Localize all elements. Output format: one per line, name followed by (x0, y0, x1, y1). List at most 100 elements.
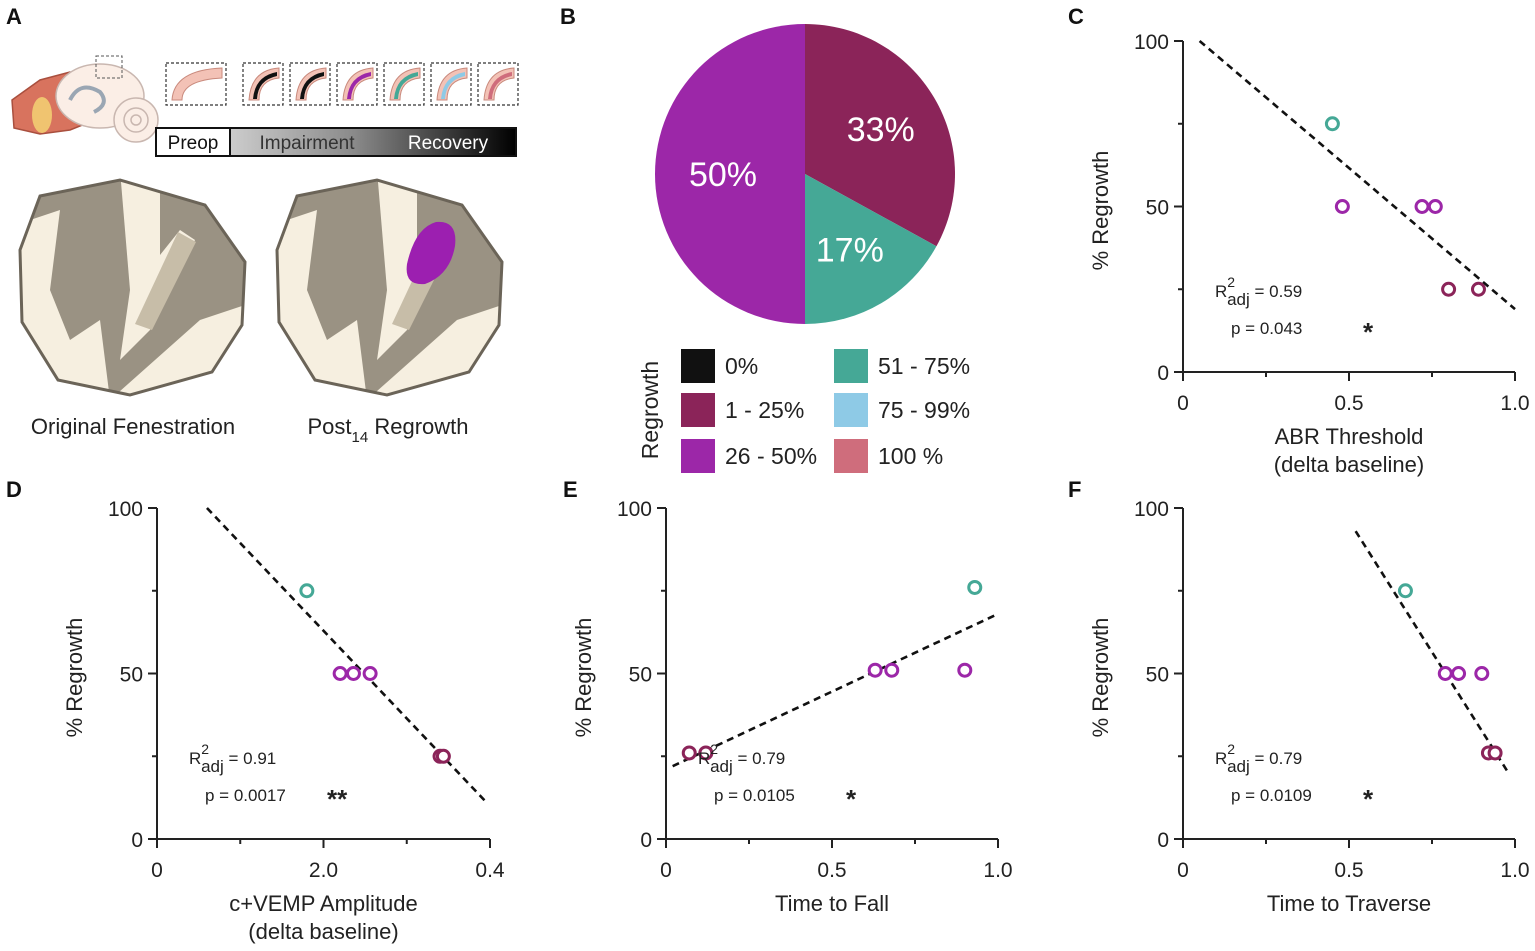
y-tick-label: 0 (640, 829, 652, 852)
cross-section-original (18, 178, 247, 397)
y-axis-label: % Regrowth (1088, 151, 1113, 271)
data-point (1324, 116, 1340, 132)
y-tick-label: 0 (1157, 829, 1169, 852)
legend-swatch (681, 393, 715, 427)
canal-icon (477, 62, 519, 106)
pie-slice-label: 33% (847, 111, 915, 149)
data-point (867, 662, 883, 678)
canal-icon (336, 62, 378, 106)
panel-label-d: D (6, 477, 22, 502)
x-axis-label: Time to Fall (775, 891, 889, 916)
data-point (435, 748, 451, 764)
canal-icon-row (165, 62, 519, 106)
anatomy-inset-illustration (11, 55, 159, 143)
y-tick-label: 50 (1146, 664, 1169, 687)
legend-label: 1 - 25% (725, 397, 804, 423)
x-tick-label: 0.5 (817, 859, 846, 882)
stage-recovery-label: Recovery (408, 133, 489, 154)
data-point (1437, 666, 1453, 681)
data-point (1451, 666, 1467, 681)
pie-slice (805, 174, 937, 324)
legend-item: 26 - 50% (681, 439, 817, 473)
cross-section-regrowth (275, 178, 504, 397)
x-axis-label: (delta baseline) (1274, 452, 1424, 477)
legend-label: 100 % (878, 443, 943, 469)
pie-slice-label: 17% (816, 232, 884, 270)
x-tick-label: 0.5 (1334, 859, 1363, 882)
pie-slice (805, 24, 956, 247)
data-point (345, 666, 361, 681)
data-point (332, 666, 348, 681)
y-tick-label: 100 (1134, 498, 1169, 521)
pie-slice (655, 24, 805, 324)
data-point (1427, 199, 1443, 214)
x-axis-label: (delta baseline) (248, 919, 398, 944)
legend-item: 51 - 75% (834, 349, 970, 383)
legend-swatch (834, 393, 868, 427)
x-tick-label: 1.0 (1500, 392, 1529, 415)
y-tick-label: 50 (1146, 197, 1169, 220)
data-point (1487, 745, 1503, 761)
p-value-label: p = 0.0017 (205, 786, 286, 805)
p-value-label: p = 0.043 (1231, 319, 1302, 338)
legend-item: 100 % (834, 439, 943, 473)
legend-swatch (681, 349, 715, 383)
legend-swatch (681, 439, 715, 473)
p-value-label: p = 0.0105 (714, 786, 795, 805)
y-tick-label: 100 (108, 498, 143, 521)
stage-impairment-label: Impairment (259, 133, 355, 154)
stage-bar: Preop Impairment Recovery (155, 127, 517, 157)
scatter-plot-f: 0 50 100 0 0.5 1.0 Time to Traverse % Regrowth R… (1088, 498, 1530, 916)
x-tick-label: 0 (1177, 392, 1189, 415)
legend-label: 51 - 75% (878, 353, 970, 379)
x-tick-label: 0.5 (1334, 392, 1363, 415)
data-point (698, 745, 714, 761)
pie-chart: 33% 17% 50% (655, 24, 956, 324)
p-value-label: p = 0.0109 (1231, 786, 1312, 805)
regression-fit-line (1198, 40, 1516, 311)
y-axis-label: % Regrowth (571, 618, 596, 738)
scatter-plot-d: 0 50 100 0 2.0 0.4 c+VEMP Amplitude (delta base… (62, 498, 505, 944)
pie-legend: 0% 51 - 75% 1 - 25% 75 - 99% 26 - 50% 100 % (681, 349, 970, 473)
data-point (1470, 281, 1486, 297)
y-tick-label: 0 (131, 829, 143, 852)
panel-label-f: F (1068, 477, 1081, 502)
scatter-plot-c: 0 50 100 0 0.5 1.0 ABR Threshold (delta baselin… (1088, 31, 1530, 477)
y-axis-label: % Regrowth (62, 618, 87, 738)
significance-marker: * (1363, 317, 1374, 347)
data-point (1441, 281, 1457, 297)
data-point (681, 745, 697, 761)
regrowth-patch (406, 221, 456, 285)
x-tick-label: 2.0 (309, 859, 338, 882)
r2-adj-label: R2 adj = 0.79 (1215, 741, 1302, 776)
legend-swatch (834, 439, 868, 473)
x-axis-label: c+VEMP Amplitude (229, 891, 418, 916)
data-point (1397, 583, 1413, 599)
x-tick-label: 0 (660, 859, 672, 882)
y-tick-label: 100 (617, 498, 652, 521)
y-tick-label: 100 (1134, 31, 1169, 54)
x-tick-label: 0 (1177, 859, 1189, 882)
panel-label-b: B (560, 4, 576, 29)
legend-title-regrowth: Regrowth (637, 361, 663, 459)
y-axis-label: % Regrowth (1088, 618, 1113, 738)
legend-item: 1 - 25% (681, 393, 804, 427)
x-axis-label: ABR Threshold (1275, 424, 1424, 449)
data-point (1334, 199, 1350, 214)
canal-icon (383, 62, 425, 106)
legend-label: 26 - 50% (725, 443, 817, 469)
significance-marker: * (1363, 784, 1374, 814)
data-point (957, 662, 973, 678)
scatter-plot-e: 0 50 100 0 0.5 1.0 Time to Fall % Regrowth R2 adj… (571, 498, 1013, 916)
regression-fit-line (1354, 530, 1510, 774)
data-point (362, 666, 378, 681)
canal-icon (289, 62, 331, 106)
significance-marker: ** (327, 784, 348, 814)
panel-label-a: A (6, 4, 22, 29)
significance-marker: * (846, 784, 857, 814)
legend-swatch (834, 349, 868, 383)
r2-adj-label: R2 adj = 0.91 (189, 741, 276, 776)
y-tick-label: 50 (120, 664, 143, 687)
data-point (967, 579, 983, 595)
panel-label-c: C (1068, 4, 1084, 29)
